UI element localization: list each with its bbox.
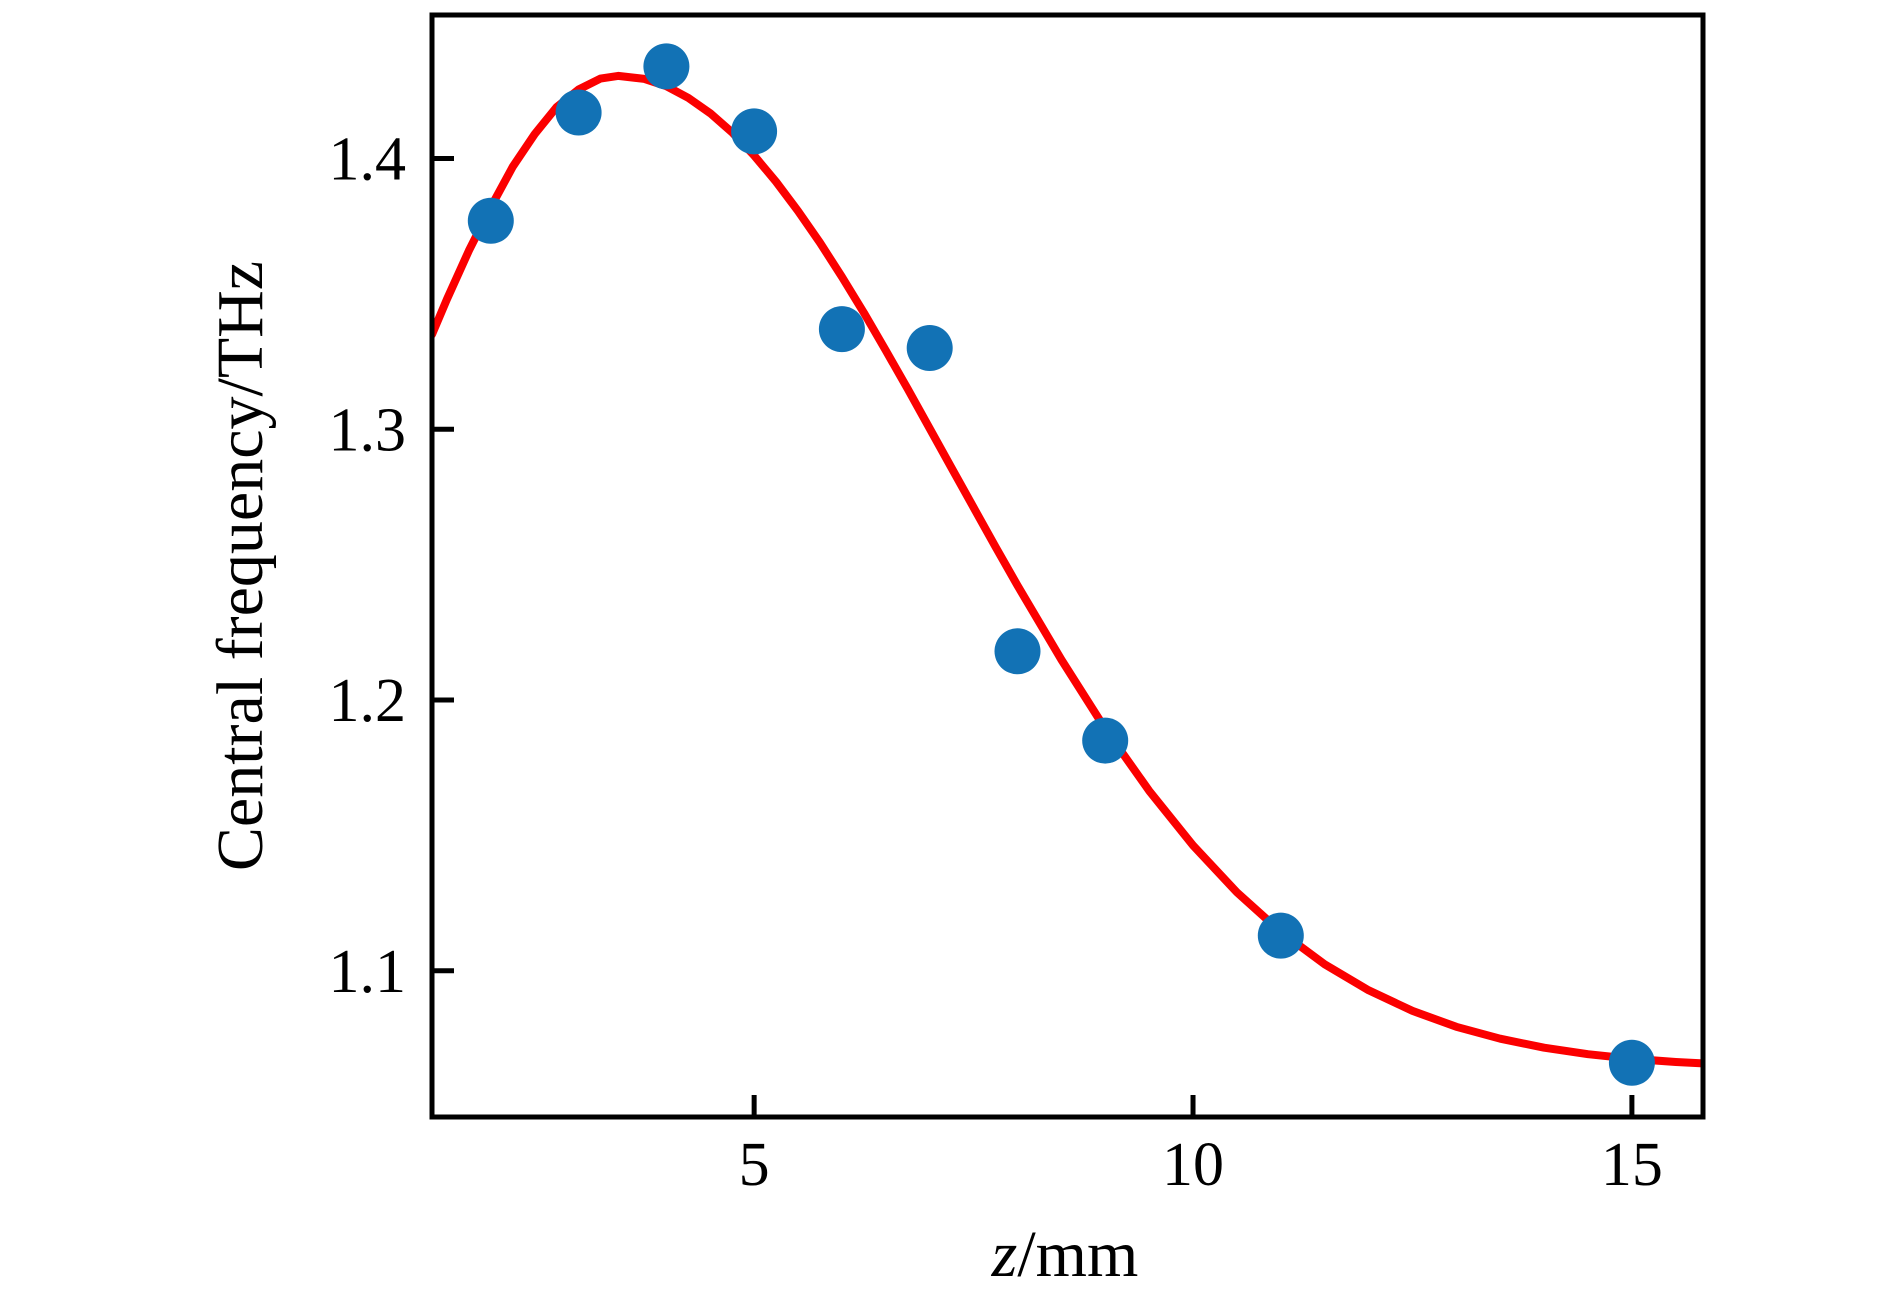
data-point: [1608, 1039, 1655, 1086]
data-point: [818, 306, 865, 353]
data-point: [1082, 717, 1129, 764]
data-point: [555, 89, 602, 136]
plot-area: [432, 15, 1703, 1117]
data-point: [467, 197, 514, 244]
x-tick-label: 10: [1162, 1131, 1224, 1199]
data-point: [906, 325, 953, 371]
x-tick-label: 5: [739, 1131, 770, 1199]
ticks-layer: 5 10 15 1.1 1.2 1.3 1.4: [329, 126, 1663, 1199]
fit-curve-layer: [432, 71, 1703, 1068]
y-tick-label: 1.4: [329, 126, 407, 194]
data-point: [643, 43, 690, 90]
x-axis-label-variable: z: [991, 1218, 1018, 1291]
scatter-points-layer: [467, 43, 1655, 1086]
x-axis-label-unit: /mm: [1017, 1218, 1138, 1291]
axes-border: [429, 12, 1706, 1120]
y-tick-label: 1.1: [329, 938, 407, 1006]
data-point: [994, 628, 1041, 675]
fit-curve: [432, 71, 1703, 1068]
y-tick-label: 1.3: [329, 396, 407, 464]
data-point: [731, 108, 778, 155]
y-tick-label: 1.2: [329, 667, 407, 735]
x-tick-label: 15: [1601, 1131, 1663, 1199]
y-axis-label: Central frequency/THz: [204, 261, 277, 871]
x-axis-label: z/mm: [991, 1218, 1139, 1291]
data-point: [1257, 912, 1304, 959]
